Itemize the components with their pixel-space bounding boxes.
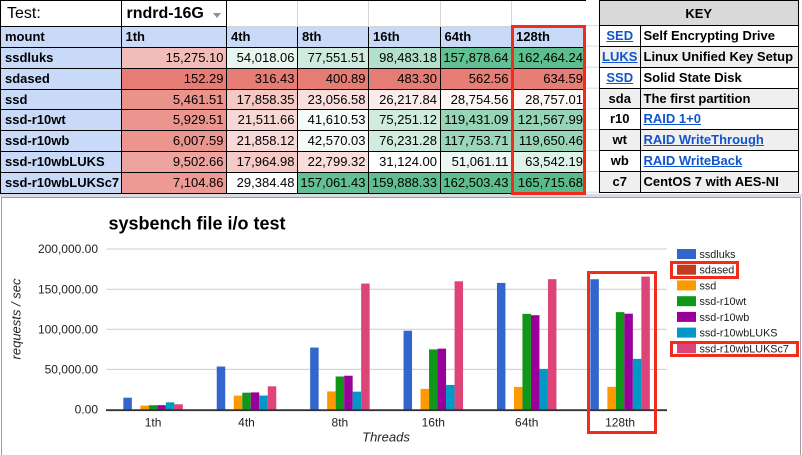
svg-text:0.00: 0.00	[75, 403, 99, 417]
svg-text:200,000.00: 200,000.00	[38, 242, 98, 256]
svg-text:150,000.00: 150,000.00	[38, 282, 98, 296]
svg-text:8th: 8th	[332, 416, 349, 430]
svg-text:sysbench file i/o test: sysbench file i/o test	[109, 214, 286, 234]
svg-text:100,000.00: 100,000.00	[38, 323, 98, 337]
svg-text:ssd-r10wbLUKS: ssd-r10wbLUKS	[700, 328, 778, 340]
svg-text:ssd: ssd	[700, 280, 717, 292]
svg-text:ssdluks: ssdluks	[700, 249, 737, 261]
svg-text:50,000.00: 50,000.00	[45, 363, 99, 377]
svg-text:4th: 4th	[238, 416, 255, 430]
svg-text:ssd-r10wb: ssd-r10wb	[700, 312, 750, 324]
svg-text:64th: 64th	[515, 416, 538, 430]
svg-text:1th: 1th	[145, 416, 162, 430]
svg-text:ssd-r10wt: ssd-r10wt	[700, 296, 747, 308]
svg-text:16th: 16th	[422, 416, 445, 430]
svg-text:requests / sec: requests / sec	[9, 278, 24, 359]
svg-text:Threads: Threads	[362, 430, 410, 445]
